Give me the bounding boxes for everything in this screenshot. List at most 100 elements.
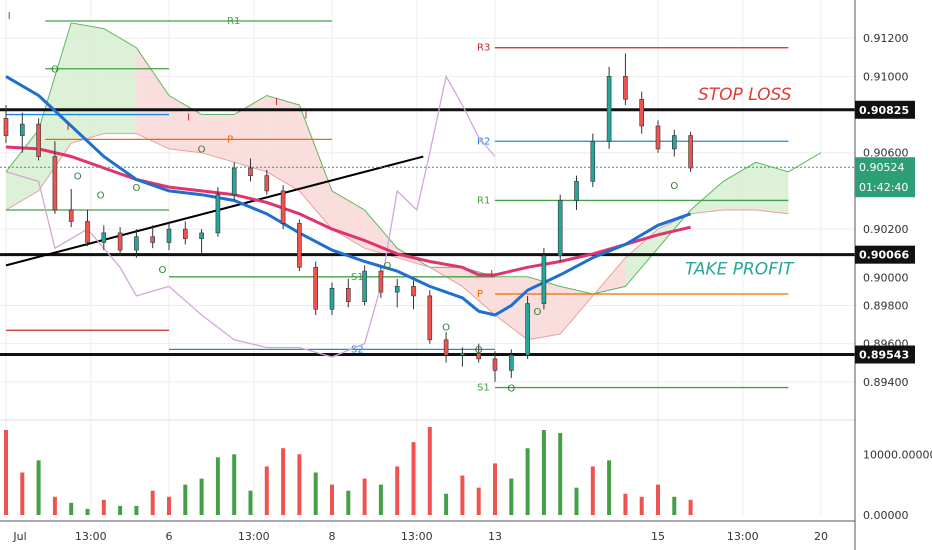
- candle-body: [508, 354, 514, 371]
- volume-bar: [36, 460, 41, 515]
- volume-bar: [672, 496, 677, 515]
- time-tick-label: 13:00: [727, 530, 759, 543]
- volume-bar: [330, 484, 334, 515]
- volume-bar: [623, 493, 628, 515]
- volume-bar: [232, 454, 237, 515]
- volume-bar: [639, 496, 644, 515]
- candle-body: [117, 232, 123, 251]
- volume-bar: [525, 448, 530, 515]
- candle-body: [476, 352, 482, 360]
- fractal-high-marker: I: [275, 97, 278, 108]
- fractal-high-marker: I: [187, 112, 190, 123]
- candle-body: [280, 190, 286, 224]
- candle-body: [36, 123, 41, 157]
- candle-body: [215, 194, 221, 234]
- price-axis-panel: [855, 0, 932, 550]
- candle-body: [329, 287, 335, 310]
- candle-body: [85, 221, 90, 243]
- pivot-levels: R1 P S1 S2 R3 R2 R1 P S1: [6, 16, 789, 394]
- support-level-price-box: [855, 345, 915, 364]
- pivot-label: S2: [351, 344, 364, 355]
- volume-bar: [248, 490, 253, 515]
- candle-body: [427, 295, 433, 341]
- price-tick-label: 0.90600: [863, 147, 909, 160]
- candle-body: [264, 175, 270, 192]
- volume-bar: [378, 484, 383, 515]
- candle-body: [297, 223, 302, 268]
- take-profit-level-price-label: 0.90066: [859, 249, 909, 262]
- candle-body: [460, 352, 465, 356]
- volume-bar: [541, 430, 546, 515]
- fractal-high-marker: I: [490, 269, 493, 280]
- time-tick-label: 15: [651, 530, 665, 543]
- candle-body: [590, 140, 596, 182]
- time-tick-label: 8: [329, 530, 336, 543]
- fractal-markers: I O I O O O I O I I O O O I O O O O: [8, 11, 679, 394]
- candle-body: [411, 286, 416, 297]
- volume-bar: [427, 426, 432, 515]
- volume-bar: [150, 490, 155, 515]
- volume-bar: [509, 478, 514, 515]
- candle-body: [606, 76, 612, 142]
- trendline: [5, 155, 424, 267]
- indicator-lines: [5, 74, 692, 358]
- volume-bar: [411, 442, 416, 515]
- price-tick-label: 0.90200: [863, 223, 909, 236]
- volume-bar: [476, 487, 481, 515]
- candle-body: [68, 209, 74, 222]
- candle-body: [655, 125, 661, 150]
- fractal-low-marker: O: [442, 322, 450, 333]
- time-tick-label: 13:00: [75, 530, 107, 543]
- price-tick-label: 0.91000: [863, 70, 909, 83]
- cloud-segment: [71, 22, 104, 144]
- candle-body: [525, 303, 530, 356]
- volume-bar: [20, 472, 25, 515]
- pivot-label: R1: [477, 195, 490, 206]
- horizontal-levels[interactable]: STOP LOSS TAKE PROFIT: [0, 85, 855, 357]
- fractal-low-marker: O: [670, 181, 678, 192]
- volume-bar: [264, 466, 269, 515]
- candle-body: [3, 118, 9, 136]
- volume-bar: [444, 493, 449, 515]
- candle-body: [101, 232, 107, 243]
- price-tick-label: 0.91200: [863, 32, 909, 45]
- fractal-low-marker: O: [533, 307, 541, 318]
- candle-body: [248, 167, 253, 176]
- volume-bar: [281, 448, 286, 515]
- take-profit-level-price-box: [855, 245, 915, 264]
- volume-tick-label: 0.00000: [863, 509, 909, 522]
- countdown-label: 01:42:40: [859, 181, 908, 194]
- time-tick-label: 20: [814, 530, 828, 543]
- pivot-label: R1: [227, 16, 240, 27]
- volume-bar: [183, 484, 188, 515]
- cloud-segment: [299, 105, 332, 230]
- time-tick-label: 13:00: [238, 530, 270, 543]
- fractal-high-marker: I: [8, 11, 11, 22]
- volume-bar: [85, 508, 90, 515]
- cloud-segment: [462, 267, 495, 315]
- candle-body: [134, 236, 139, 251]
- fractal-low-marker: O: [51, 65, 59, 76]
- volume-bar: [395, 466, 400, 515]
- fractal-low-marker: O: [475, 345, 483, 356]
- time-tick-label: 13: [488, 530, 502, 543]
- price-tick-label: 0.89800: [863, 299, 909, 312]
- lagging-span-line: [5, 74, 496, 358]
- cloud-segment: [234, 95, 267, 172]
- volume-bar: [590, 466, 595, 515]
- pivot-label: P: [477, 289, 483, 300]
- candle-body: [166, 228, 172, 243]
- candle-body: [394, 286, 400, 293]
- cloud-segment: [136, 47, 169, 149]
- volume-bar: [607, 460, 612, 515]
- volume-bar: [346, 490, 351, 515]
- candle-body: [378, 270, 384, 293]
- fractal-low-marker: O: [97, 191, 105, 202]
- cloud-segment: [723, 162, 756, 210]
- volume-bar: [4, 430, 8, 515]
- cloud-span-b: [5, 133, 789, 341]
- cloud-segment: [38, 22, 72, 191]
- candle-body: [183, 228, 188, 239]
- stop-loss-level-price-label: 0.90825: [859, 104, 909, 117]
